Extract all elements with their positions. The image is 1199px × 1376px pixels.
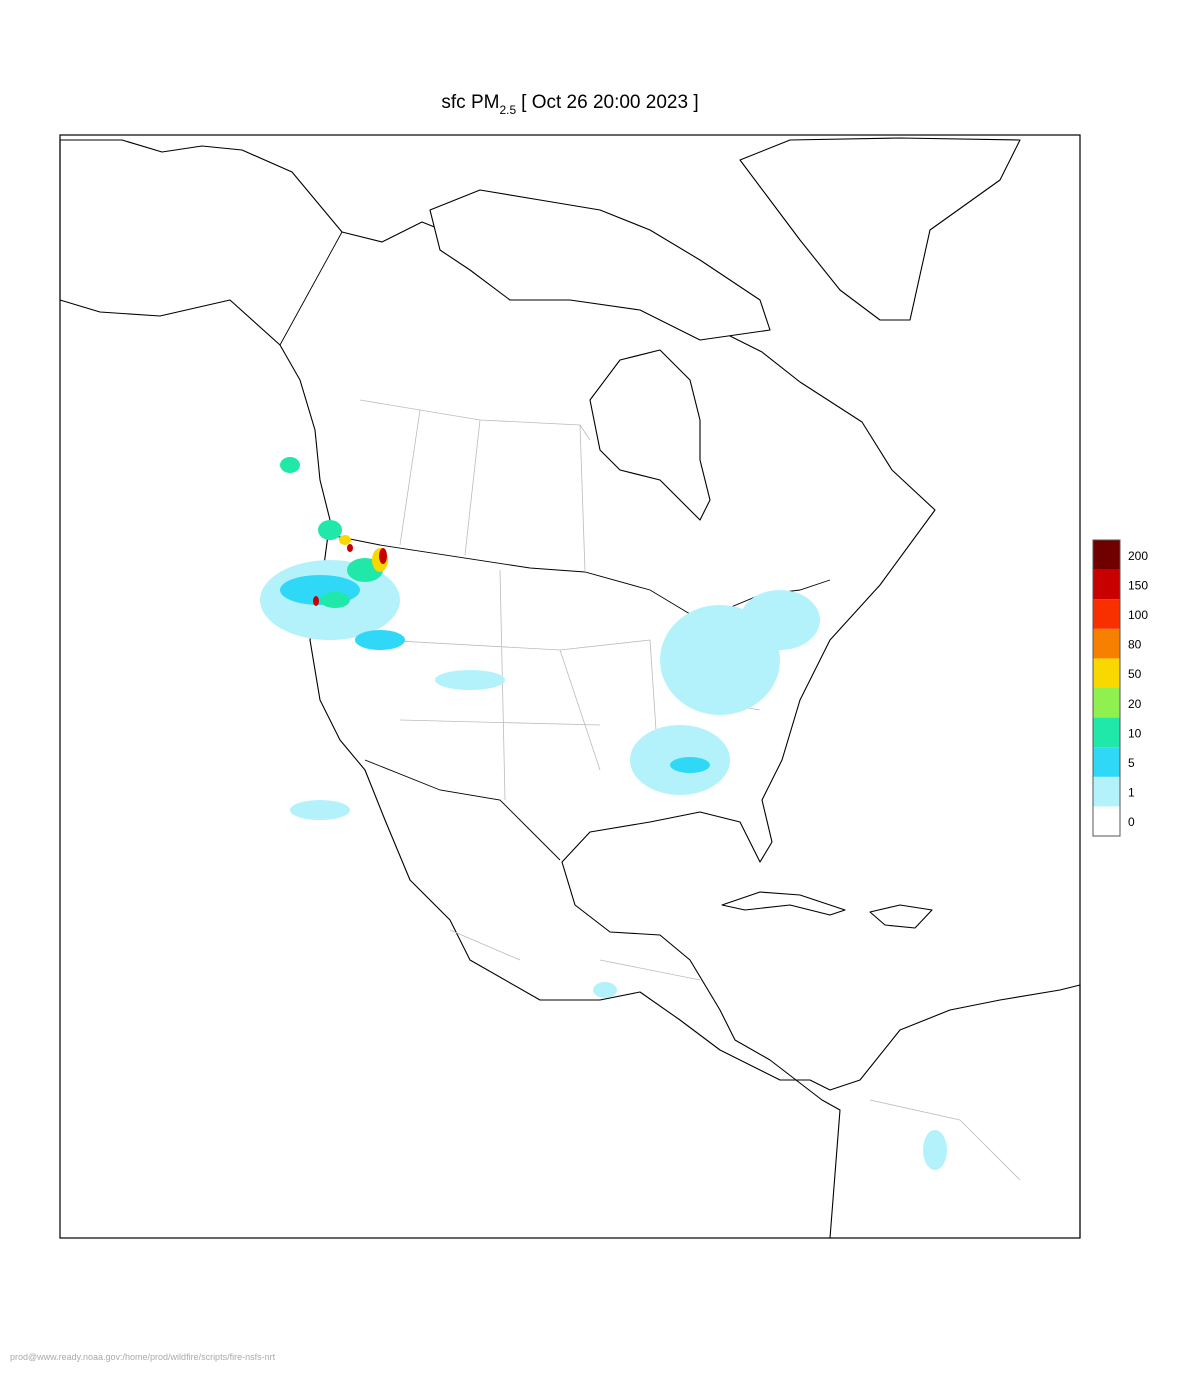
smoke-extreme (313, 544, 387, 606)
colorbar-label: 5 (1128, 756, 1135, 770)
hudson-bay (589, 349, 711, 521)
colorbar-swatch (1093, 806, 1120, 836)
map (59, 134, 1081, 1239)
map-title: sfc PM2.5 [ Oct 26 20:00 2023 ] (441, 92, 698, 117)
colorbar-label: 100 (1128, 608, 1148, 622)
footer-path: prod@www.ready.noaa.gov:/home/prod/wildf… (10, 1352, 276, 1362)
map-frame (59, 134, 1081, 1239)
colorbar-swatch (1093, 688, 1120, 718)
colorbar-label: 20 (1128, 697, 1142, 711)
internal-borders (359, 399, 1021, 1181)
colorbar-swatch (1093, 540, 1120, 570)
arctic-islands (429, 189, 771, 341)
canada-alaska-border (279, 231, 343, 346)
cuba (721, 891, 846, 916)
hispaniola (869, 904, 933, 929)
colorbar-label: 150 (1128, 578, 1148, 592)
colorbar-label: 80 (1128, 638, 1142, 652)
colorbar-label: 50 (1128, 667, 1142, 681)
colorbar-swatch (1093, 599, 1120, 629)
colorbar-label: 200 (1128, 549, 1148, 563)
title-rest: [ Oct 26 20:00 2023 ] (521, 92, 698, 113)
colorbar-swatch (1093, 717, 1120, 748)
colorbar-swatch (1093, 628, 1120, 659)
title-subscript: 2.5 (499, 103, 516, 117)
colorbar-label: 1 (1128, 786, 1135, 800)
colorbar-swatch (1093, 569, 1120, 600)
us-mexico-border (364, 759, 561, 861)
colorbar-swatch (1093, 747, 1120, 777)
colorbar-swatch (1093, 658, 1120, 688)
colorbar-label: 10 (1128, 726, 1142, 740)
title-main: sfc PM (441, 92, 499, 113)
colorbar-label: 0 (1128, 815, 1135, 829)
greenland (739, 137, 1021, 321)
colorbar-frame (1092, 539, 1121, 837)
colorbar-swatch (1093, 776, 1120, 807)
colorbar: 0 1 5 10 20 50 80 100 150 200 (1092, 539, 1148, 837)
